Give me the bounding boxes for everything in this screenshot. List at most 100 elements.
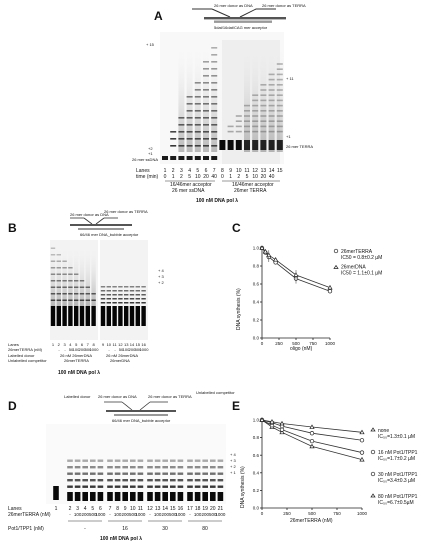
- gel-band: [217, 466, 224, 469]
- panel-a-caption: 100 nM DNA pol λ: [196, 198, 238, 204]
- x-tick-label: 1000: [325, 341, 336, 346]
- gel-band: [82, 479, 88, 482]
- time-value: 2: [180, 174, 183, 180]
- gel-band: [162, 492, 168, 501]
- data-point: [272, 256, 279, 262]
- legend-circle-marker: [370, 471, 376, 477]
- gel-band: [130, 479, 136, 482]
- gel-smear: [268, 40, 275, 152]
- gel-band: [74, 306, 79, 326]
- gel-band: [106, 294, 111, 296]
- gel-band: [56, 306, 61, 326]
- concentration-value: -: [149, 512, 151, 517]
- gel-band: [67, 459, 73, 462]
- gel-band: [114, 466, 121, 469]
- gel-band: [107, 466, 113, 469]
- panel-a-marker-plus15: + 15: [146, 42, 155, 47]
- pot1-concentration: -: [84, 526, 86, 532]
- data-point: [359, 438, 365, 443]
- lane-number: 14: [269, 168, 275, 174]
- gel-band: [118, 286, 123, 288]
- gel-band: [130, 492, 136, 501]
- panel-d-gel: [46, 424, 226, 504]
- panel-d-row2-label: 26merTERRA (nM): [8, 512, 51, 518]
- data-point: [262, 248, 269, 254]
- side-marker: + 4: [158, 268, 164, 273]
- panel-e-chart: 0.0 0.2 0.4 0.6 0.8 1.0 0 250 500 750 1000: [253, 417, 368, 516]
- gel-band: [112, 298, 117, 300]
- concentration-value: -: [114, 347, 116, 352]
- panel-a-marker-plus1: +1: [148, 151, 153, 156]
- gel-band: [135, 302, 140, 304]
- gel-band: [129, 298, 135, 300]
- y-tick-label: 0.0: [253, 336, 260, 341]
- panel-c-legend-0-name: 26merTERRA: [341, 249, 373, 255]
- x-tick-label: 1000: [357, 511, 368, 516]
- concentration-value: 200: [201, 512, 209, 517]
- gel-band: [67, 466, 73, 469]
- panel-e-legend-3-ic50: IC₅₀=6.7±0.5µM: [378, 500, 414, 506]
- gel-band: [217, 479, 224, 482]
- panel-c: C 0.0 0.2 0.4 0.6 0.8 1.0 0 250 500 750 1000 DNA s…: [232, 221, 382, 352]
- gel-band: [141, 298, 146, 300]
- panel-b-lanes-label: Lanes: [8, 342, 19, 347]
- fit-line: [261, 247, 331, 292]
- x-tick-label: 0: [261, 341, 264, 346]
- gel-band: [130, 459, 136, 462]
- gel-band: [235, 130, 242, 133]
- gel-band: [112, 294, 117, 296]
- data-point: [327, 284, 333, 290]
- gel-band: [112, 290, 117, 292]
- lane-number: 13: [155, 506, 161, 512]
- gel-band: [82, 492, 88, 501]
- side-marker: + 1: [230, 470, 236, 475]
- gel-band: [187, 472, 193, 475]
- gel-band: [187, 485, 193, 488]
- panel-c-legend-0-ic50: IC50 = 0.8±0.2 µM: [341, 255, 382, 261]
- pot1-concentration: 30: [162, 526, 168, 532]
- time-value: 20: [261, 174, 267, 180]
- gel-band: [53, 486, 59, 500]
- gel-band: [137, 492, 144, 501]
- gel-band: [122, 472, 128, 475]
- gel-band: [170, 472, 176, 475]
- gel-band: [82, 485, 88, 488]
- side-marker: + 3: [158, 274, 164, 279]
- lane-number: 15: [170, 506, 176, 512]
- gel-band: [122, 459, 128, 462]
- concentration-value: 1000: [140, 347, 150, 352]
- lane-number: 18: [195, 506, 201, 512]
- panel-d-schema: Labelled donor 26 mer donor as DNA 26 me…: [64, 390, 235, 423]
- lane-number: 8: [92, 342, 95, 347]
- x-tick-label: 500: [292, 341, 300, 346]
- gel-band: [194, 485, 201, 488]
- gel-band: [170, 492, 176, 501]
- data-point: [293, 272, 299, 277]
- data-point: [259, 417, 265, 422]
- gel-band: [217, 472, 224, 475]
- panel-d-schema-dna-label: 26 mer donor as DNA: [98, 394, 137, 399]
- panel-a-schema-dna-label: 26 mer donor as DNA: [214, 3, 253, 8]
- concentration-value: 1000: [90, 347, 100, 352]
- concentration-value: 200: [121, 512, 129, 517]
- gel-band: [178, 156, 185, 160]
- data-point: [359, 456, 365, 462]
- lane-number: 12: [147, 506, 153, 512]
- concentration-value: 500: [135, 347, 142, 352]
- concentration-value: 500: [89, 512, 97, 517]
- gel-band: [227, 130, 234, 133]
- gel-band: [135, 298, 140, 300]
- time-value: 5: [188, 174, 191, 180]
- legend-triangle-marker: [333, 264, 339, 269]
- panel-a-gel: [160, 32, 284, 164]
- panel-d-row3-label: Pot1/TPP1 (nM): [8, 526, 44, 532]
- panel-a-letter: A: [154, 9, 163, 23]
- time-value: 0: [164, 174, 167, 180]
- concentration-value: 100: [194, 512, 202, 517]
- gel-smear: [276, 40, 283, 152]
- gel-band: [97, 492, 104, 501]
- lane-number: 4: [188, 168, 191, 174]
- gel-band: [154, 466, 161, 469]
- lane-number: 11: [244, 168, 249, 174]
